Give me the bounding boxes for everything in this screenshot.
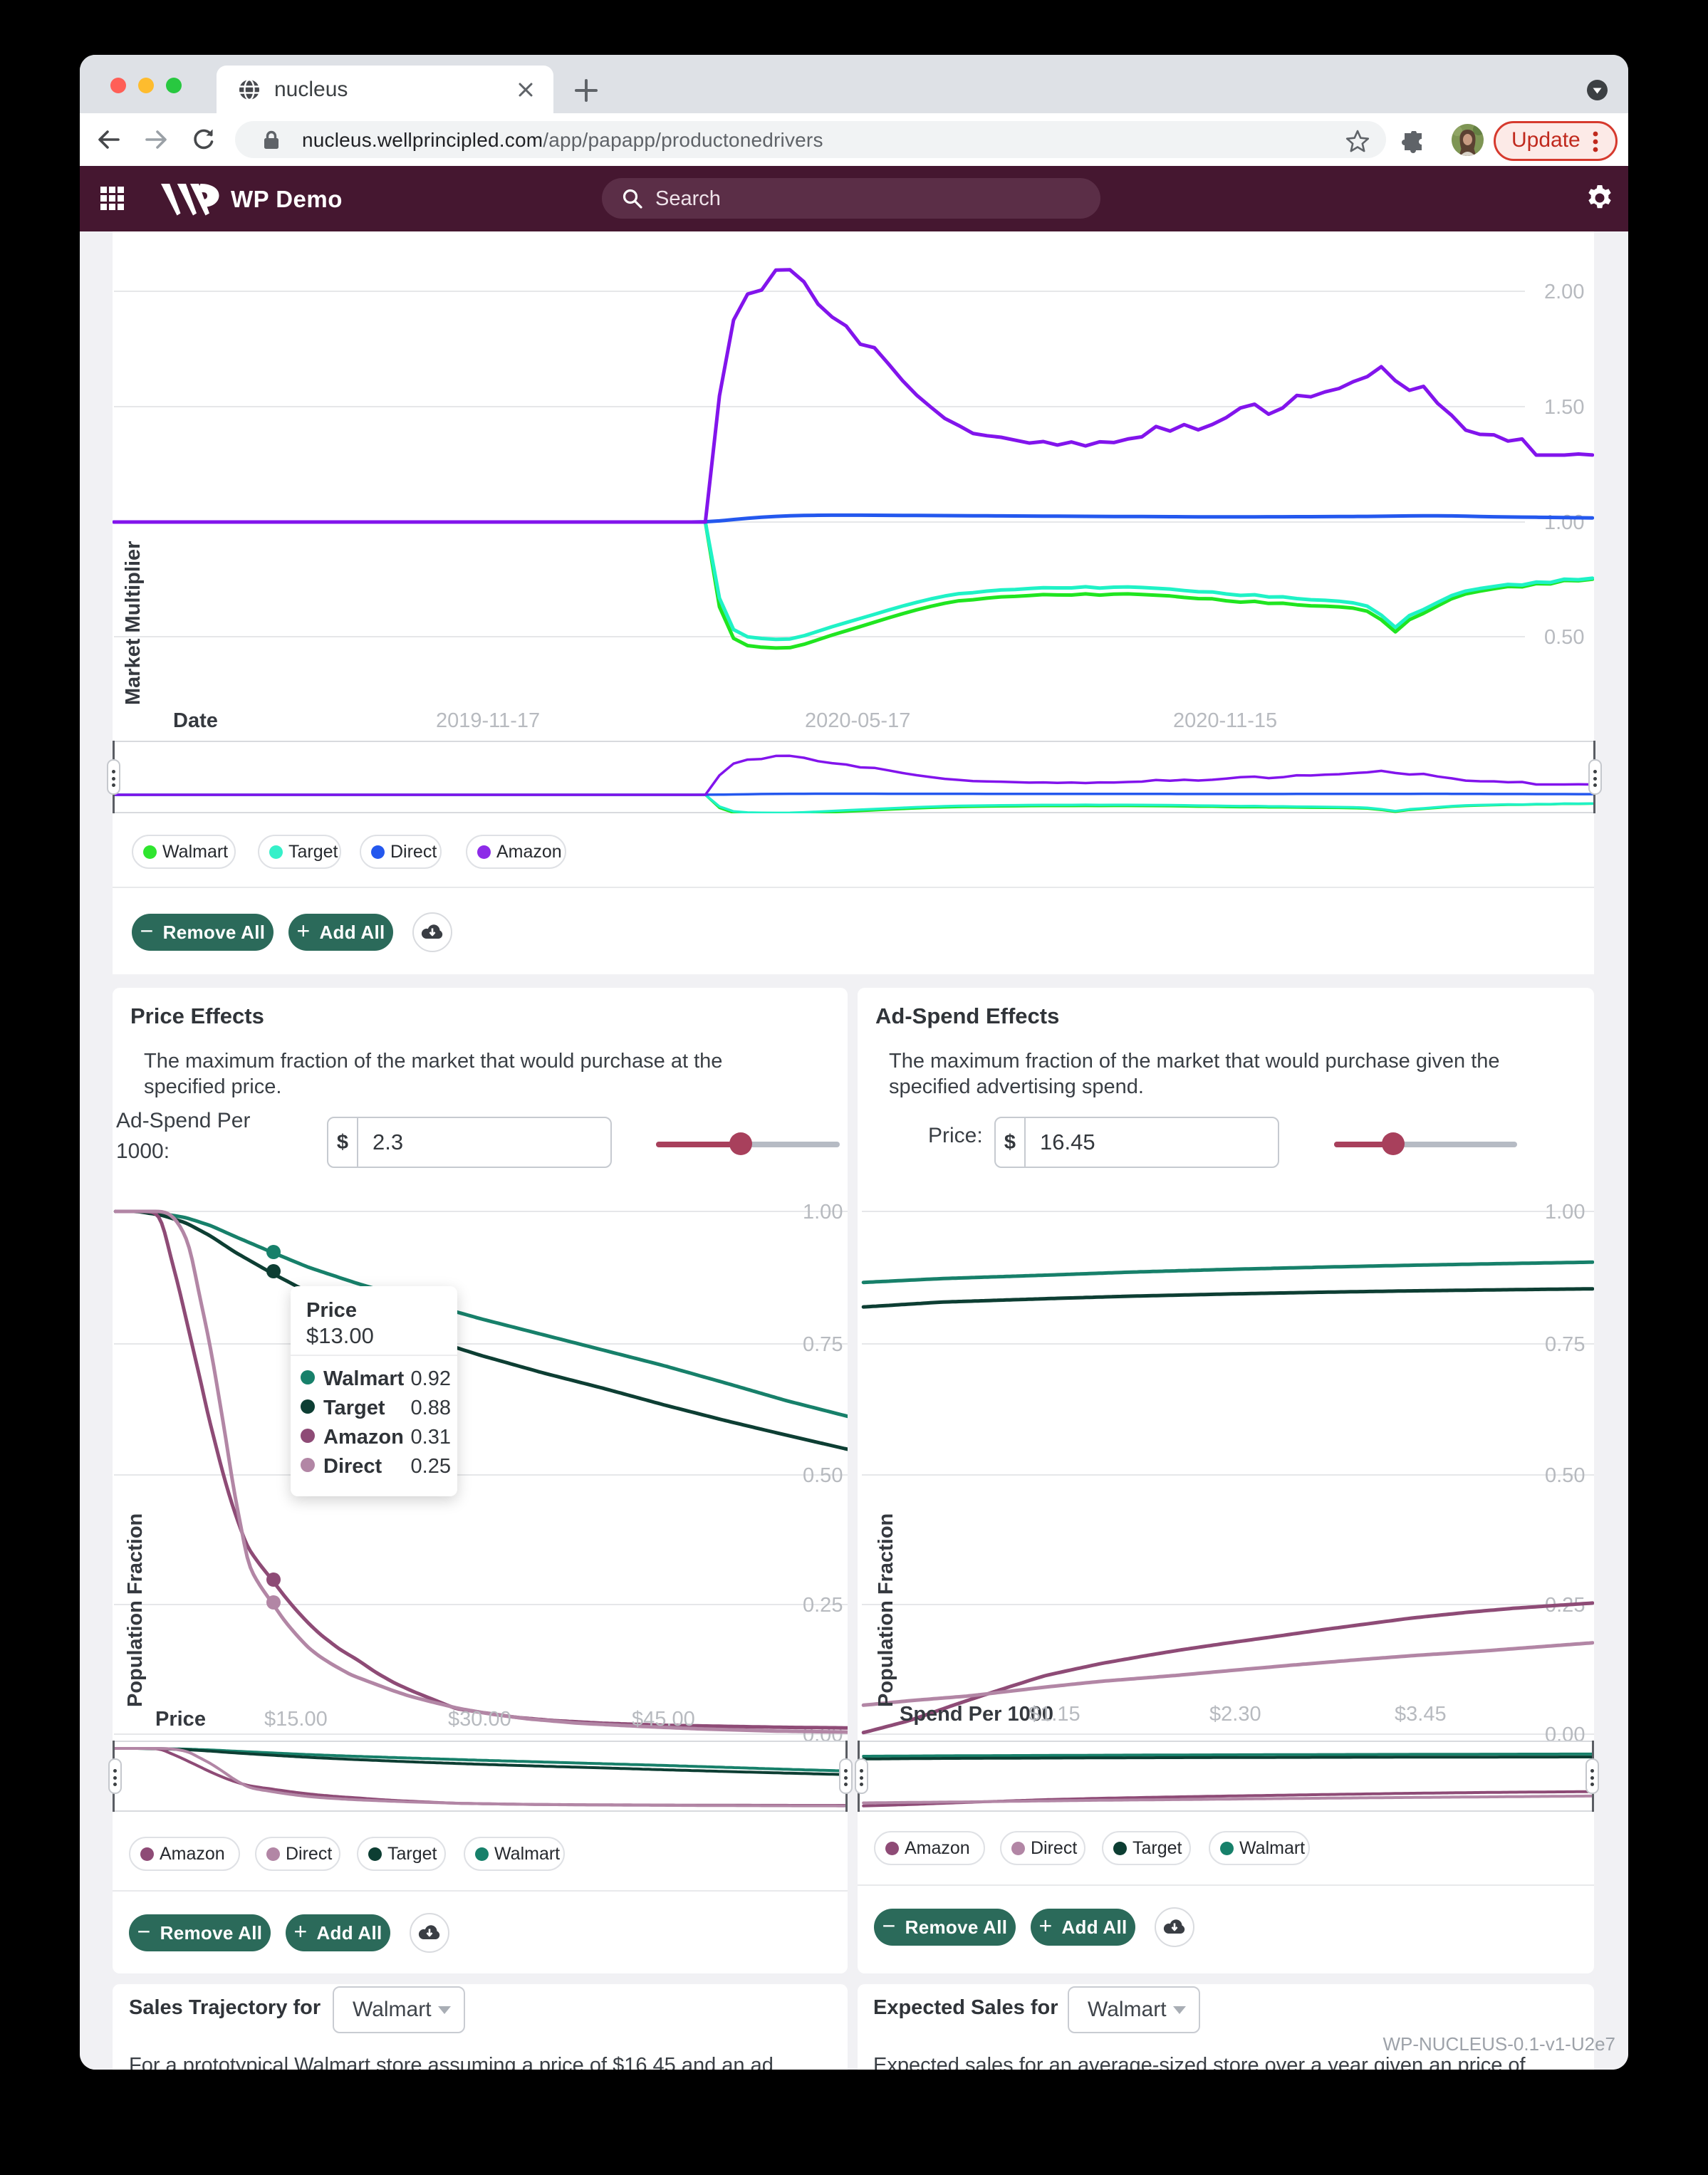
- svg-text:0.50: 0.50: [1544, 626, 1584, 649]
- svg-text:0.75: 0.75: [803, 1333, 843, 1356]
- svg-text:2.00: 2.00: [1544, 281, 1584, 303]
- svg-text:1.00: 1.00: [1544, 511, 1584, 534]
- svg-text:1.00: 1.00: [1545, 1201, 1585, 1224]
- svg-text:1.00: 1.00: [803, 1201, 843, 1224]
- svg-text:0.50: 0.50: [803, 1464, 843, 1487]
- svg-text:1.50: 1.50: [1544, 396, 1584, 419]
- svg-text:0.50: 0.50: [1545, 1464, 1585, 1487]
- svg-text:0.75: 0.75: [1545, 1333, 1585, 1356]
- svg-text:0.25: 0.25: [803, 1594, 843, 1617]
